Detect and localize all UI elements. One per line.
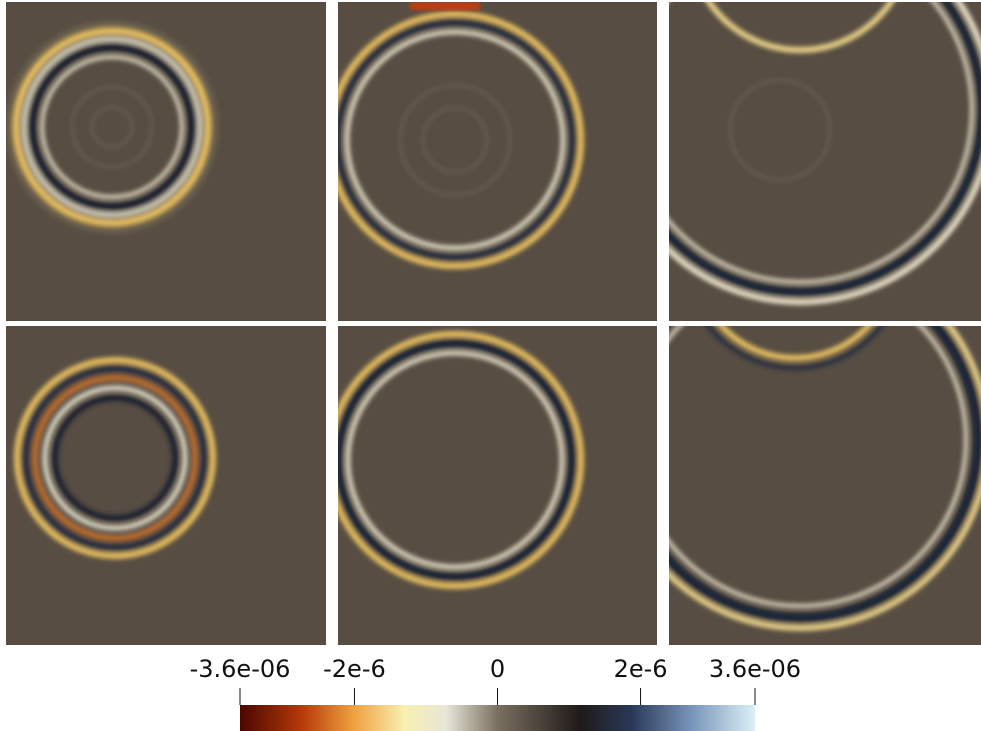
tick-label: -2e-6 xyxy=(323,655,386,683)
panel xyxy=(338,2,657,321)
panel xyxy=(6,326,326,645)
panel xyxy=(6,2,326,321)
panel xyxy=(338,326,657,645)
colorbar-ticks: -3.6e-06 -2e-6 0 2e-6 3.6e-06 xyxy=(190,655,801,705)
tick-label: 0 xyxy=(490,655,505,683)
panel xyxy=(669,2,981,321)
tick-label: 3.6e-06 xyxy=(709,655,801,683)
tick-label: -3.6e-06 xyxy=(190,655,291,683)
colorbar xyxy=(240,705,755,731)
panel xyxy=(669,326,981,645)
tick-label: 2e-6 xyxy=(614,655,668,683)
